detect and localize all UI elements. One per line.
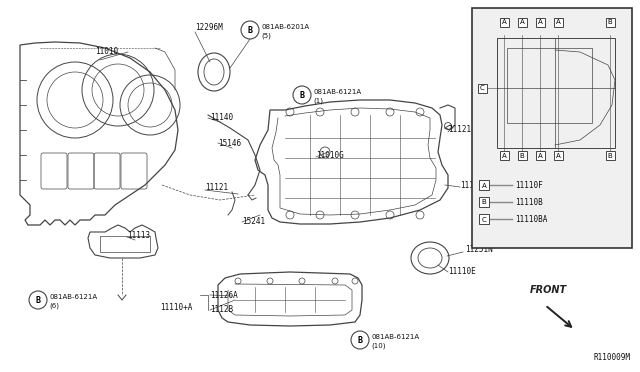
Text: 081AB-6121A: 081AB-6121A bbox=[49, 294, 97, 300]
Bar bbox=[518, 17, 527, 26]
Text: A: A bbox=[502, 19, 506, 26]
Text: 11010: 11010 bbox=[95, 48, 118, 57]
Text: B: B bbox=[248, 26, 253, 35]
Bar bbox=[479, 214, 489, 224]
Text: 081AB-6121A: 081AB-6121A bbox=[313, 89, 361, 95]
Text: 12296M: 12296M bbox=[195, 23, 223, 32]
Text: 11110: 11110 bbox=[460, 180, 483, 189]
Text: R110009M: R110009M bbox=[593, 353, 630, 362]
Bar bbox=[477, 83, 486, 93]
Bar bbox=[554, 17, 563, 26]
Text: 15241: 15241 bbox=[242, 218, 265, 227]
Text: (5): (5) bbox=[261, 33, 271, 39]
Text: 11121: 11121 bbox=[205, 183, 228, 192]
Bar bbox=[479, 180, 489, 190]
Circle shape bbox=[241, 21, 259, 39]
Text: 11251N: 11251N bbox=[465, 246, 493, 254]
Text: 11113: 11113 bbox=[127, 231, 150, 240]
Circle shape bbox=[29, 291, 47, 309]
Text: A: A bbox=[520, 19, 524, 26]
Text: 11110B: 11110B bbox=[515, 198, 543, 207]
Text: A: A bbox=[482, 183, 486, 189]
Text: A: A bbox=[502, 153, 506, 158]
Bar bbox=[472, 8, 632, 248]
Bar bbox=[497, 38, 615, 148]
Text: 11140: 11140 bbox=[210, 113, 233, 122]
Text: A: A bbox=[556, 153, 561, 158]
Circle shape bbox=[351, 331, 369, 349]
Text: 1112B: 1112B bbox=[210, 305, 233, 314]
Bar bbox=[507, 48, 592, 123]
Text: (1): (1) bbox=[313, 98, 323, 104]
Text: B: B bbox=[300, 91, 305, 100]
Text: B: B bbox=[358, 336, 362, 345]
Text: 11110F: 11110F bbox=[515, 181, 543, 190]
Text: (10): (10) bbox=[371, 343, 385, 349]
Text: 11110E: 11110E bbox=[448, 267, 476, 276]
Text: B: B bbox=[35, 296, 40, 305]
Text: (6): (6) bbox=[49, 303, 59, 309]
Text: C: C bbox=[479, 86, 484, 92]
Text: C: C bbox=[482, 217, 486, 222]
Bar bbox=[605, 151, 614, 160]
Bar bbox=[100, 236, 150, 252]
Text: 11010G: 11010G bbox=[316, 151, 344, 160]
Text: FRONT: FRONT bbox=[530, 285, 567, 295]
Bar bbox=[499, 17, 509, 26]
Text: B: B bbox=[607, 19, 612, 26]
Bar bbox=[536, 17, 545, 26]
Text: 11110BA: 11110BA bbox=[515, 215, 547, 224]
Text: B: B bbox=[482, 199, 486, 205]
Text: 081AB-6121A: 081AB-6121A bbox=[371, 334, 419, 340]
Circle shape bbox=[293, 86, 311, 104]
Bar bbox=[518, 151, 527, 160]
Text: A: A bbox=[556, 19, 561, 26]
Bar bbox=[605, 17, 614, 26]
Text: B: B bbox=[607, 153, 612, 158]
Text: 11126A: 11126A bbox=[210, 291, 237, 299]
Text: A: A bbox=[538, 19, 542, 26]
Text: 11110+A: 11110+A bbox=[160, 304, 193, 312]
Text: 15146: 15146 bbox=[218, 138, 241, 148]
Bar bbox=[479, 197, 489, 207]
Bar bbox=[499, 151, 509, 160]
Text: B: B bbox=[520, 153, 524, 158]
Text: 11121+A: 11121+A bbox=[448, 125, 481, 135]
Bar bbox=[554, 151, 563, 160]
Text: 081AB-6201A: 081AB-6201A bbox=[261, 24, 309, 30]
Bar bbox=[536, 151, 545, 160]
Text: A: A bbox=[538, 153, 542, 158]
